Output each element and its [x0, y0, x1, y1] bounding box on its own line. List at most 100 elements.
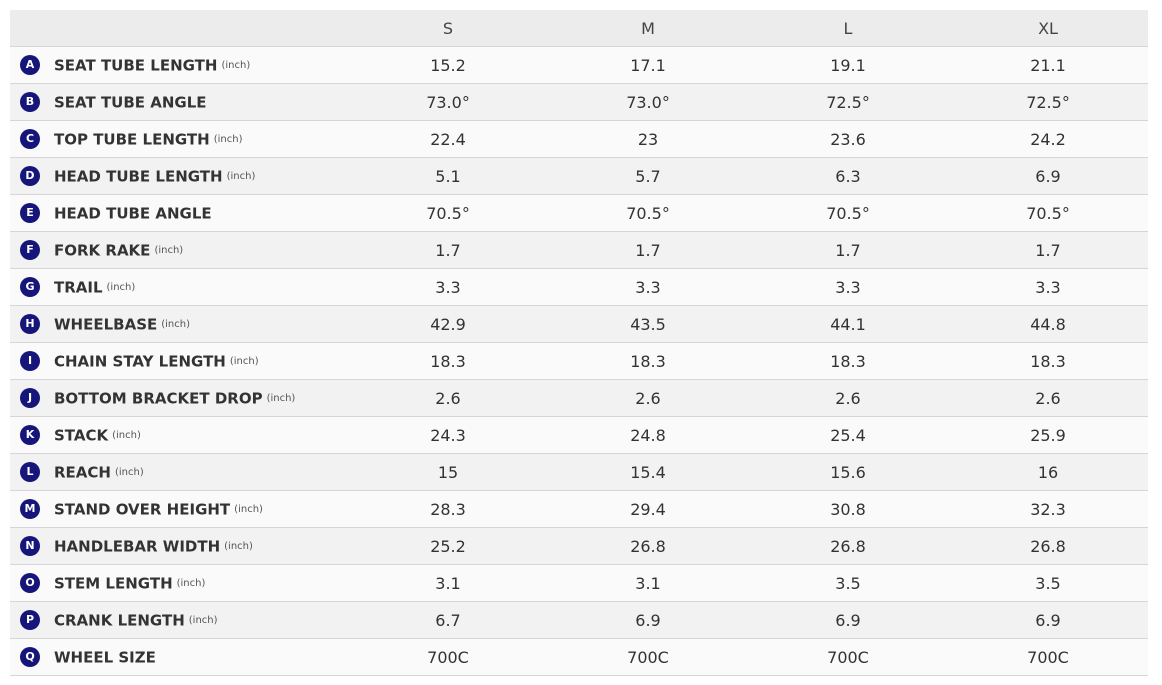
unit: (inch)	[226, 170, 256, 182]
value-cell: 6.9	[948, 601, 1148, 639]
geometry-row: A SEAT TUBE LENGTH (inch) 15.2 17.1 19.1 21.1	[10, 46, 1148, 84]
unit: (inch)	[154, 244, 184, 256]
geometry-row: E HEAD TUBE ANGLE 70.5° 70.5° 70.5° 70.5°	[10, 194, 1148, 232]
value-cell: 70.5°	[748, 194, 948, 232]
letter-badge: H	[20, 314, 40, 335]
row-label: F FORK RAKE (inch)	[10, 231, 348, 269]
row-label: C TOP TUBE LENGTH (inch)	[10, 120, 348, 158]
value-cell: 70.5°	[348, 194, 548, 232]
letter-badge: N	[20, 536, 40, 557]
row-label: I CHAIN STAY LENGTH (inch)	[10, 342, 348, 380]
value-cell: 24.3	[348, 416, 548, 454]
measure-name: SEAT TUBE ANGLE	[54, 93, 207, 112]
table-header: S M L XL	[10, 10, 1148, 47]
geometry-row: J BOTTOM BRACKET DROP (inch) 2.6 2.6 2.6 2.6	[10, 379, 1148, 417]
letter-badge: I	[20, 351, 40, 372]
row-label: A SEAT TUBE LENGTH (inch)	[10, 46, 348, 84]
unit: (inch)	[188, 614, 218, 626]
measure-name: TRAIL	[54, 278, 103, 297]
geometry-table: S M L XL A SEAT TUBE LENGTH (inch) 15.2 17.1 19.…	[10, 10, 1148, 676]
geometry-row: I CHAIN STAY LENGTH (inch) 18.3 18.3 18.3 18.3	[10, 342, 1148, 380]
measure-name: WHEEL SIZE	[54, 648, 156, 667]
letter-badge: M	[20, 499, 40, 520]
unit: (inch)	[234, 503, 263, 515]
geometry-row: N HANDLEBAR WIDTH (inch) 25.2 26.8 26.8 26.8	[10, 527, 1148, 565]
row-label: G TRAIL (inch)	[10, 268, 348, 306]
letter-badge: P	[20, 610, 40, 631]
geometry-row: G TRAIL (inch) 3.3 3.3 3.3 3.3	[10, 268, 1148, 306]
row-label: J BOTTOM BRACKET DROP (inch)	[10, 379, 348, 417]
measure-name: CRANK LENGTH	[54, 611, 185, 630]
unit: (inch)	[213, 133, 243, 145]
geometry-row: M STAND OVER HEIGHT (inch) 28.3 29.4 30.8 32.3	[10, 490, 1148, 528]
letter-badge: Q	[20, 647, 40, 668]
value-cell: 24.8	[548, 416, 748, 454]
measure-name: SEAT TUBE LENGTH	[54, 56, 218, 75]
unit: (inch)	[221, 59, 251, 71]
value-cell: 29.4	[548, 490, 748, 528]
value-cell: 26.8	[948, 527, 1148, 565]
measure-name: WHEELBASE	[54, 315, 158, 334]
value-cell: 26.8	[548, 527, 748, 565]
letter-badge: A	[20, 55, 40, 76]
unit: (inch)	[114, 466, 144, 478]
geometry-row: F FORK RAKE (inch) 1.7 1.7 1.7 1.7	[10, 231, 1148, 269]
row-label: K STACK (inch)	[10, 416, 348, 454]
value-cell: 5.1	[348, 157, 548, 195]
value-cell: 25.9	[948, 416, 1148, 454]
value-cell: 73.0°	[548, 83, 748, 121]
value-cell: 44.1	[748, 305, 948, 343]
value-cell: 17.1	[548, 46, 748, 84]
value-cell: 15	[348, 453, 548, 491]
value-cell: 28.3	[348, 490, 548, 528]
row-label: N HANDLEBAR WIDTH (inch)	[10, 527, 348, 565]
size-header: M	[548, 10, 748, 47]
letter-badge: K	[20, 425, 40, 446]
value-cell: 5.7	[548, 157, 748, 195]
value-cell: 2.6	[348, 379, 548, 417]
geometry-row: H WHEELBASE (inch) 42.9 43.5 44.1 44.8	[10, 305, 1148, 343]
value-cell: 3.5	[948, 564, 1148, 602]
measure-name: TOP TUBE LENGTH	[54, 130, 210, 149]
value-cell: 18.3	[748, 342, 948, 380]
value-cell: 18.3	[948, 342, 1148, 380]
letter-badge: G	[20, 277, 40, 298]
header-cell	[10, 10, 348, 47]
value-cell: 16	[948, 453, 1148, 491]
value-cell: 15.4	[548, 453, 748, 491]
value-cell: 2.6	[748, 379, 948, 417]
value-cell: 2.6	[948, 379, 1148, 417]
value-cell: 6.7	[348, 601, 548, 639]
value-cell: 70.5°	[548, 194, 748, 232]
unit: (inch)	[112, 429, 141, 441]
unit: (inch)	[176, 577, 206, 589]
row-label: P CRANK LENGTH (inch)	[10, 601, 348, 639]
value-cell: 15.2	[348, 46, 548, 84]
row-label: Q WHEEL SIZE	[10, 638, 348, 676]
value-cell: 3.3	[348, 268, 548, 306]
geometry-row: B SEAT TUBE ANGLE 73.0° 73.0° 72.5° 72.5°	[10, 83, 1148, 121]
geometry-row: C TOP TUBE LENGTH (inch) 22.4 23 23.6 24.2	[10, 120, 1148, 158]
value-cell: 1.7	[548, 231, 748, 269]
value-cell: 18.3	[348, 342, 548, 380]
value-cell: 72.5°	[748, 83, 948, 121]
value-cell: 25.4	[748, 416, 948, 454]
value-cell: 19.1	[748, 46, 948, 84]
row-label: H WHEELBASE (inch)	[10, 305, 348, 343]
value-cell: 25.2	[348, 527, 548, 565]
value-cell: 6.9	[948, 157, 1148, 195]
unit: (inch)	[161, 318, 191, 330]
measure-name: REACH	[54, 463, 111, 482]
unit: (inch)	[106, 281, 136, 293]
row-label: D HEAD TUBE LENGTH (inch)	[10, 157, 348, 195]
unit: (inch)	[224, 540, 253, 552]
value-cell: 42.9	[348, 305, 548, 343]
value-cell: 3.3	[948, 268, 1148, 306]
value-cell: 26.8	[748, 527, 948, 565]
geometry-row: L REACH (inch) 15 15.4 15.6 16	[10, 453, 1148, 491]
table-body: A SEAT TUBE LENGTH (inch) 15.2 17.1 19.1 21.1 B…	[10, 46, 1148, 676]
value-cell: 70.5°	[948, 194, 1148, 232]
row-label: B SEAT TUBE ANGLE	[10, 83, 348, 121]
value-cell: 1.7	[348, 231, 548, 269]
